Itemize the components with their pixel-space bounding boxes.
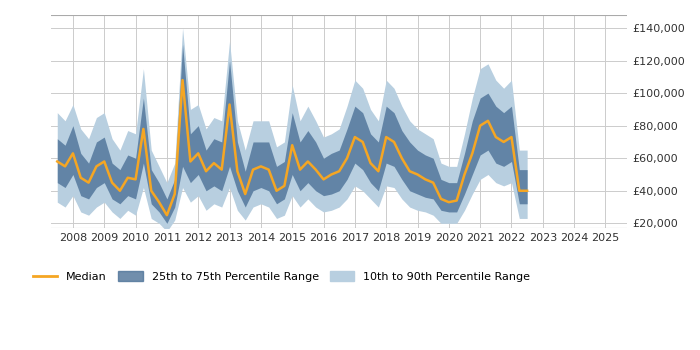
Legend: Median, 25th to 75th Percentile Range, 10th to 90th Percentile Range: Median, 25th to 75th Percentile Range, 1… xyxy=(29,267,535,287)
